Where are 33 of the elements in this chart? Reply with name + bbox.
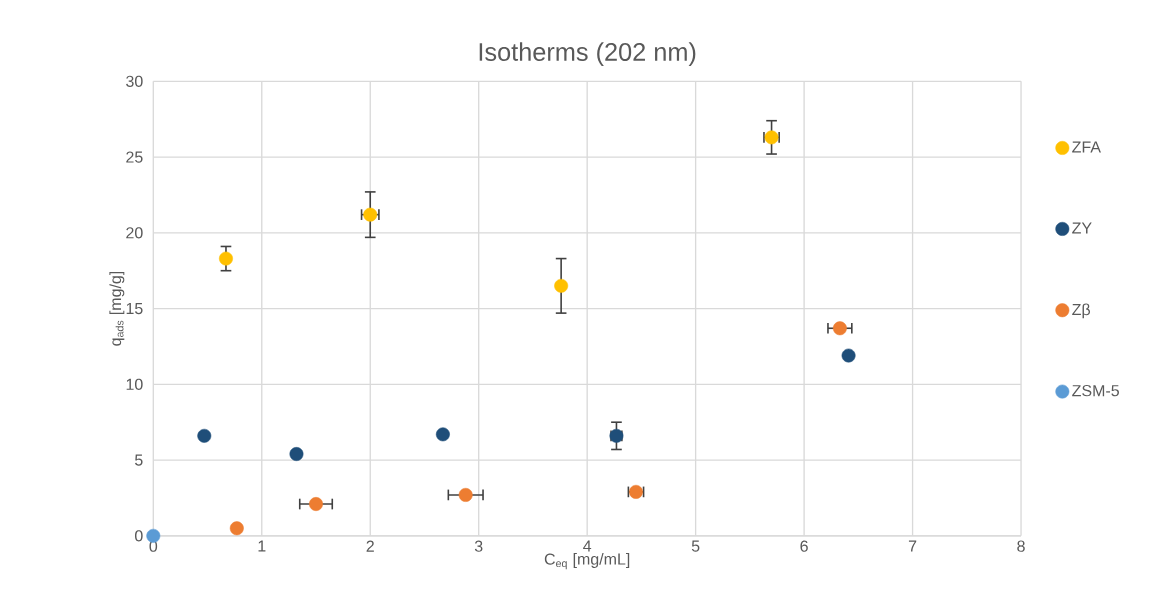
- x-tick-label: 1: [258, 540, 266, 552]
- x-tick-label: 8: [1017, 540, 1025, 552]
- point: [229, 521, 244, 535]
- x-tick-label: 4: [583, 540, 592, 552]
- point: [458, 487, 473, 502]
- legend-label: ZY: [1072, 222, 1092, 234]
- y-tick-label: 0: [134, 529, 143, 542]
- point: [554, 278, 569, 293]
- point: [146, 528, 161, 543]
- y-tick-label: 15: [126, 302, 143, 314]
- x-tick-label: 3: [474, 540, 483, 552]
- x-tick-label: 5: [691, 540, 700, 552]
- x-axis-title: C$_{eq}$ [mg/mL]: [544, 552, 630, 569]
- point: [841, 348, 856, 363]
- point: [832, 321, 847, 335]
- x-tick-label: 2: [366, 540, 374, 552]
- point: [289, 446, 304, 461]
- point: [435, 427, 450, 442]
- y-tick-label: 10: [126, 378, 143, 390]
- x-tick-label: 6: [800, 540, 808, 552]
- y-tick-label: 20: [126, 226, 143, 239]
- y-tick-label: 5: [135, 454, 143, 466]
- legend-label: ZSM-5: [1072, 384, 1119, 397]
- x-tick-label: 7: [908, 540, 917, 552]
- chart-title: Isotherms (202 nm): [479, 42, 696, 66]
- legend-label: ZFA: [1072, 141, 1101, 153]
- y-tick-label: 30: [126, 75, 143, 87]
- y-axis-title: q$_{ads}$ [mg/g]: [109, 271, 125, 346]
- legend-label: Zβ: [1072, 303, 1091, 319]
- point: [197, 428, 212, 443]
- y-tick-label: 25: [126, 151, 143, 163]
- point: [219, 251, 233, 266]
- point: [309, 496, 323, 511]
